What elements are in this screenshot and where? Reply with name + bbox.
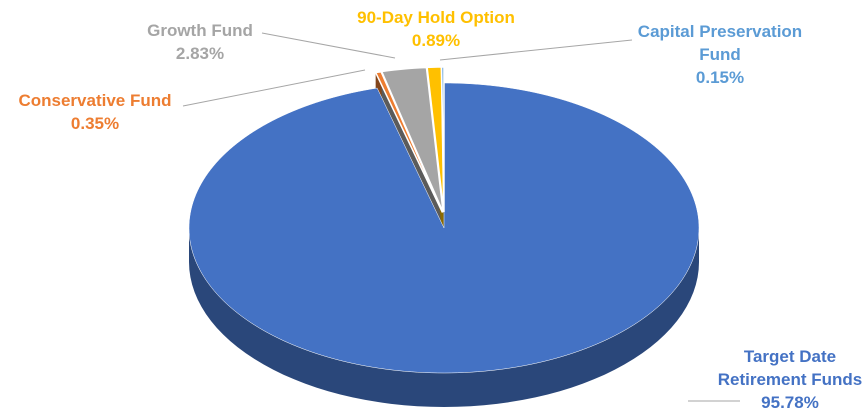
data-label-value: 2.83%	[176, 44, 224, 63]
data-label-name: Conservative Fund	[18, 91, 171, 110]
leader-line-4	[439, 39, 633, 61]
data-label-name: 90-Day Hold Option	[357, 8, 515, 27]
data-label-name: Retirement Funds	[718, 370, 863, 389]
data-label-growth-fund: Growth Fund 2.83%	[147, 21, 253, 63]
data-labels: Target Date Retirement Funds 95.78% Conserv…	[18, 8, 862, 412]
data-label-target-date-retirement-funds: Target Date Retirement Funds 95.78%	[718, 347, 863, 412]
pie-slice-side-0	[189, 228, 699, 407]
data-label-name: Capital Preservation	[638, 22, 802, 41]
pie-slice-capital-preservation-fund	[440, 66, 445, 213]
data-label-value: 95.78%	[761, 393, 819, 412]
data-label-conservative-fund: Conservative Fund 0.35%	[18, 91, 171, 133]
data-label-value: 0.35%	[71, 114, 119, 133]
leader-line-2	[261, 32, 396, 59]
data-label-value: 0.15%	[696, 68, 744, 87]
data-label-value: 0.89%	[412, 31, 460, 50]
pie-slice-growth-fund	[380, 66, 444, 213]
pie-slices	[188, 66, 700, 407]
data-label-90-day-hold-option: 90-Day Hold Option 0.89%	[357, 8, 515, 50]
data-label-name: Fund	[699, 45, 741, 64]
leader-line-1	[182, 69, 366, 107]
data-label-capital-preservation-fund: Capital Preservation Fund 0.15%	[638, 22, 802, 87]
data-label-name: Growth Fund	[147, 21, 253, 40]
pie-slice-target-date-retirement-funds	[188, 82, 700, 374]
leader-lines	[182, 32, 740, 402]
data-label-name: Target Date	[744, 347, 836, 366]
